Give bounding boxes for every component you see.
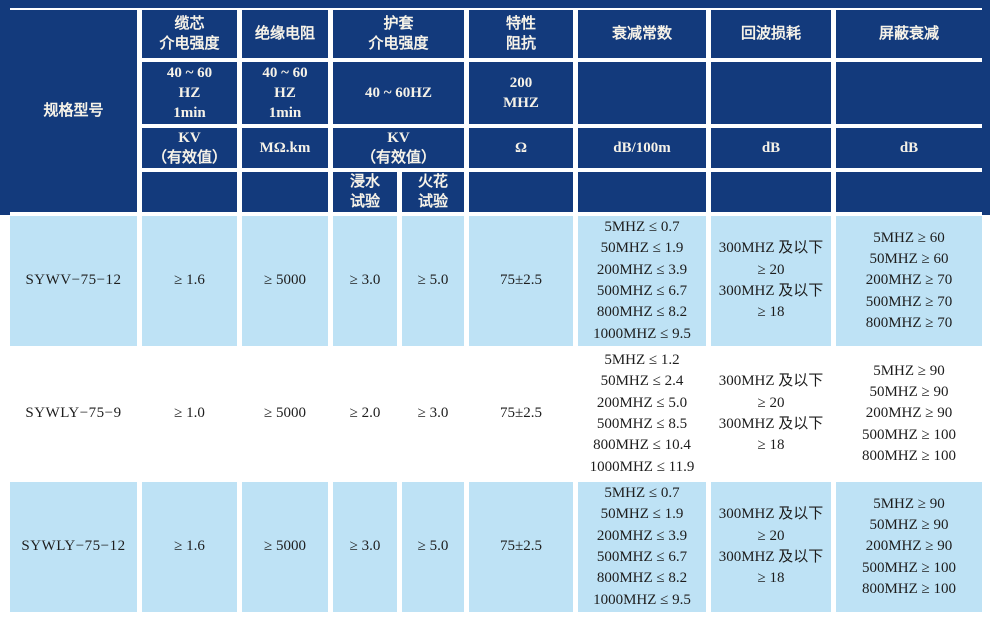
row-2-attenuation: 5MHZ ≤ 0.7 50MHZ ≤ 1.9 200MHZ ≤ 3.9 500M…	[578, 482, 706, 612]
header-core-dielectric-unit: KV （有效值）	[142, 128, 237, 168]
header-core-dielectric-subrow-empty	[142, 172, 237, 212]
row-0-sheath-spark-test: ≥ 5.0	[402, 216, 464, 346]
row-0-core-dielectric: ≥ 1.6	[142, 216, 237, 346]
header-insulation-resistance-title: 绝缘电阻	[242, 10, 328, 58]
header-right-border	[982, 0, 990, 215]
header-core-dielectric-title: 缆芯 介电强度	[142, 10, 237, 58]
header-insulation-resistance-subrow-empty	[242, 172, 328, 212]
header-shield-attenuation-title: 屏蔽衰减	[836, 10, 982, 58]
row-0-impedance: 75±2.5	[469, 216, 573, 346]
header-insulation-resistance-unit: MΩ.km	[242, 128, 328, 168]
row-2-model: SYWLY−75−12	[10, 482, 137, 612]
header-core-dielectric-condition: 40 ~ 60 HZ 1min	[142, 62, 237, 124]
row-1-sheath-water-test: ≥ 2.0	[333, 350, 397, 478]
row-1-core-dielectric: ≥ 1.0	[142, 350, 237, 478]
row-0-shield-attenuation: 5MHZ ≥ 60 50MHZ ≥ 60 200MHZ ≥ 70 500MHZ …	[836, 216, 982, 346]
row-2-sheath-spark-test: ≥ 5.0	[402, 482, 464, 612]
row-1-insulation-resistance: ≥ 5000	[242, 350, 328, 478]
header-sheath-dielectric-title: 护套 介电强度	[333, 10, 464, 58]
header-return-loss-unit: dB	[711, 128, 831, 168]
header-water-immersion-test: 浸水 试验	[333, 172, 397, 212]
header-shield-attenuation-unit: dB	[836, 128, 982, 168]
header-insulation-resistance-condition: 40 ~ 60 HZ 1min	[242, 62, 328, 124]
header-attenuation-subrow-empty	[578, 172, 706, 212]
row-2-sheath-water-test: ≥ 3.0	[333, 482, 397, 612]
header-attenuation-condition-empty	[578, 62, 706, 124]
row-2-core-dielectric: ≥ 1.6	[142, 482, 237, 612]
table-top-border	[0, 0, 990, 8]
header-sheath-dielectric-unit: KV （有效值）	[333, 128, 464, 168]
row-2-impedance: 75±2.5	[469, 482, 573, 612]
header-impedance-title: 特性 阻抗	[469, 10, 573, 58]
header-return-loss-subrow-empty	[711, 172, 831, 212]
header-spark-test: 火花 试验	[402, 172, 464, 212]
header-shield-attenuation-subrow-empty	[836, 172, 982, 212]
header-impedance-condition: 200 MHZ	[469, 62, 573, 124]
row-1-sheath-spark-test: ≥ 3.0	[402, 350, 464, 478]
header-impedance-unit: Ω	[469, 128, 573, 168]
header-shield-attenuation-condition-empty	[836, 62, 982, 124]
row-1-return-loss: 300MHZ 及以下 ≥ 20 300MHZ 及以下 ≥ 18	[711, 350, 831, 478]
row-0-return-loss: 300MHZ 及以下 ≥ 20 300MHZ 及以下 ≥ 18	[711, 216, 831, 346]
row-0-model: SYWV−75−12	[10, 216, 137, 346]
header-attenuation-title: 衰减常数	[578, 10, 706, 58]
header-attenuation-unit: dB/100m	[578, 128, 706, 168]
row-2-return-loss: 300MHZ 及以下 ≥ 20 300MHZ 及以下 ≥ 18	[711, 482, 831, 612]
header-model-column: 规格型号	[10, 10, 137, 212]
header-return-loss-title: 回波损耗	[711, 10, 831, 58]
header-return-loss-condition-empty	[711, 62, 831, 124]
header-impedance-subrow-empty	[469, 172, 573, 212]
header-left-border	[0, 0, 10, 215]
row-2-insulation-resistance: ≥ 5000	[242, 482, 328, 612]
row-0-sheath-water-test: ≥ 3.0	[333, 216, 397, 346]
row-1-model: SYWLY−75−9	[10, 350, 137, 478]
header-sheath-dielectric-condition: 40 ~ 60HZ	[333, 62, 464, 124]
row-0-attenuation: 5MHZ ≤ 0.7 50MHZ ≤ 1.9 200MHZ ≤ 3.9 500M…	[578, 216, 706, 346]
row-1-attenuation: 5MHZ ≤ 1.2 50MHZ ≤ 2.4 200MHZ ≤ 5.0 500M…	[578, 350, 706, 478]
spec-table: 规格型号 缆芯 介电强度 绝缘电阻 护套 介电强度 特性 阻抗 衰减常数 回波损…	[10, 10, 982, 612]
row-0-insulation-resistance: ≥ 5000	[242, 216, 328, 346]
row-1-impedance: 75±2.5	[469, 350, 573, 478]
row-1-shield-attenuation: 5MHZ ≥ 90 50MHZ ≥ 90 200MHZ ≥ 90 500MHZ …	[836, 350, 982, 478]
row-2-shield-attenuation: 5MHZ ≥ 90 50MHZ ≥ 90 200MHZ ≥ 90 500MHZ …	[836, 482, 982, 612]
